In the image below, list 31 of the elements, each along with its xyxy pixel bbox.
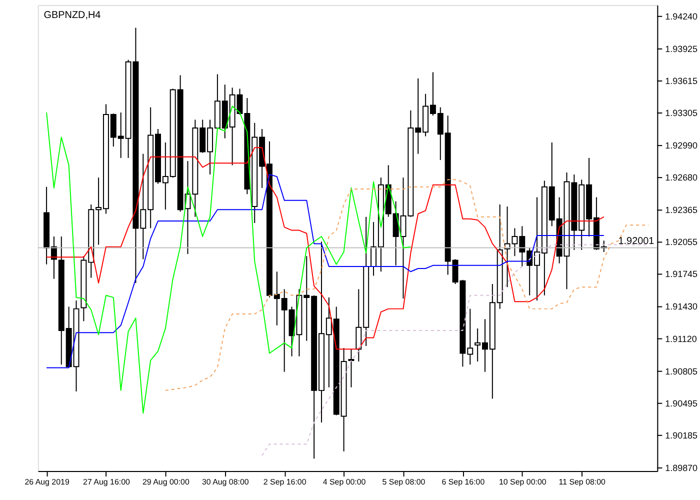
- y-tick-label: 1.91120: [665, 334, 697, 344]
- x-tick-label: 26 Aug 2019: [24, 477, 70, 486]
- line-series: [46, 174, 604, 368]
- y-tick-label: 1.90185: [665, 430, 698, 440]
- line-series: [262, 244, 649, 456]
- y-tick-label: 1.91430: [665, 302, 698, 312]
- y-tick-label: 1.93615: [665, 76, 698, 86]
- x-tick-label: 30 Aug 08:00: [202, 477, 250, 486]
- x-tick-label: 6 Sep 16:00: [442, 477, 486, 486]
- y-tick-label: 1.92680: [665, 172, 698, 183]
- y-tick-label: 1.93305: [665, 108, 698, 118]
- y-tick-label: 1.91745: [665, 269, 698, 280]
- x-tick-label: 11 Sep 08:00: [558, 477, 606, 486]
- x-tick-label: 27 Aug 16:00: [83, 477, 130, 486]
- candlestick: [348, 348, 354, 388]
- x-tick-label: 5 Sep 08:00: [382, 477, 426, 486]
- x-tick-label: 2 Sep 16:00: [263, 477, 307, 486]
- y-tick-label: 1.90495: [665, 398, 698, 408]
- y-tick-label: 1.92055: [665, 237, 698, 248]
- y-tick-label: 1.94240: [665, 11, 698, 22]
- y-tick-label: 1.92990: [665, 140, 698, 151]
- y-tick-label: 1.92365: [665, 205, 698, 216]
- x-tick-label: 29 Aug 00:00: [142, 477, 190, 486]
- x-tick-label: 4 Sep 00:00: [322, 477, 366, 486]
- y-tick-label: 1.93925: [665, 44, 698, 54]
- y-tick-label: 1.89870: [665, 462, 698, 473]
- ref-line-label: 1.92001: [618, 236, 655, 247]
- line-series: [46, 147, 604, 350]
- y-tick-label: 1.90805: [665, 366, 698, 376]
- x-tick-label: 10 Sep 00:00: [498, 477, 547, 486]
- text: GBPNZD,H4: [44, 10, 102, 21]
